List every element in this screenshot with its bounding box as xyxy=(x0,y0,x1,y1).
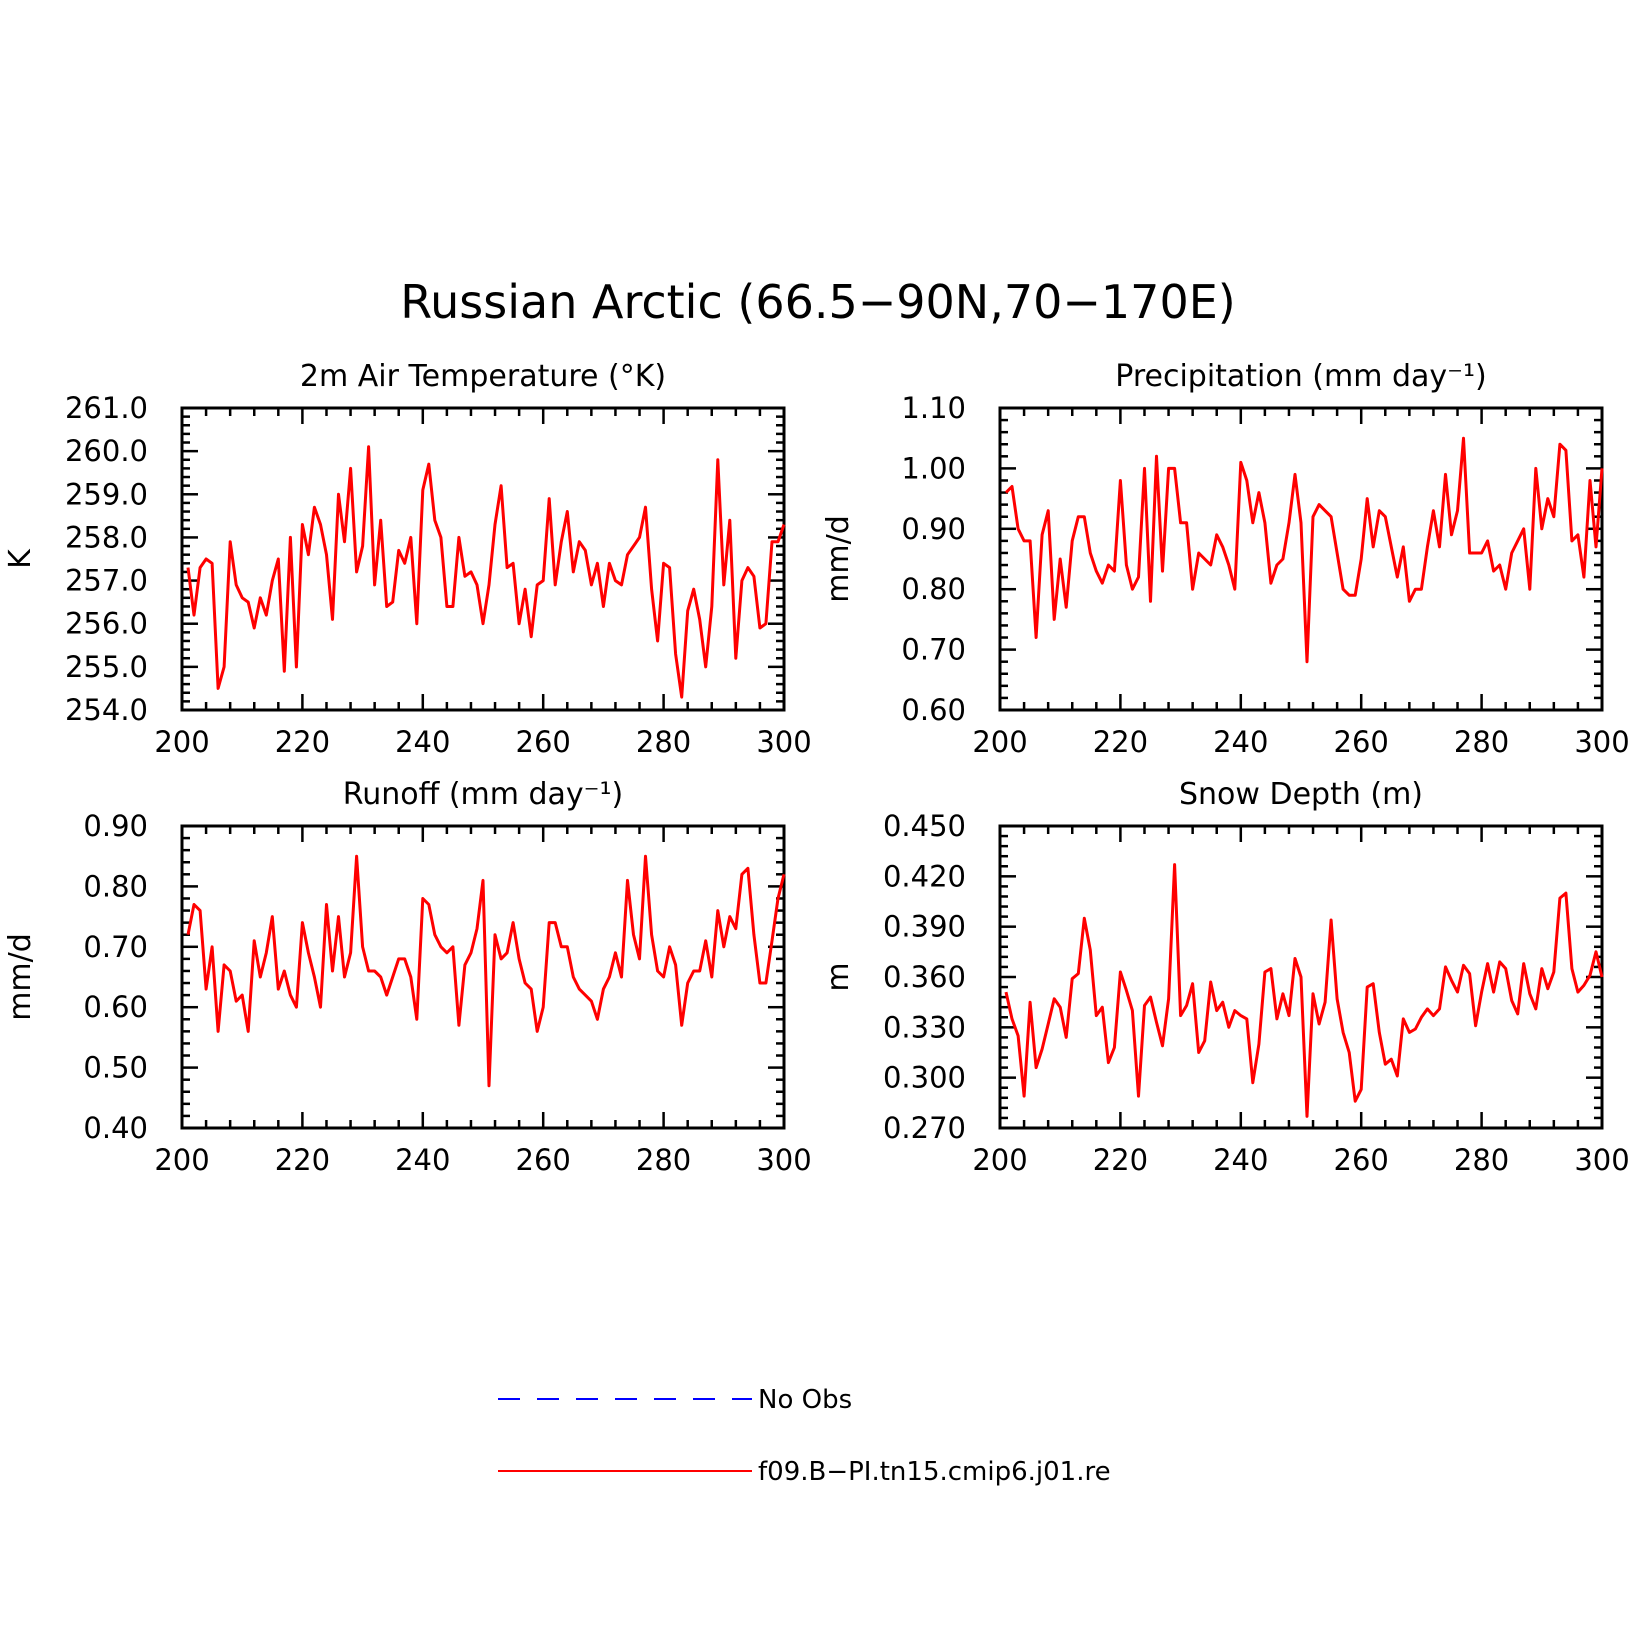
air-temp-ytick-label: 260.0 xyxy=(65,434,148,468)
precip-xtick-label: 240 xyxy=(1213,725,1268,759)
precip-series-line xyxy=(1004,436,1604,664)
precip-ytick-label: 0.90 xyxy=(901,512,966,546)
snow-depth-ytick-label: 0.300 xyxy=(883,1061,966,1095)
runoff-ytick-label: 0.60 xyxy=(83,990,148,1024)
runoff-ytick-label: 0.50 xyxy=(83,1051,148,1085)
air-temp-series-line xyxy=(186,445,786,699)
air-temp-ytick-label: 256.0 xyxy=(65,607,148,641)
legend-label-obs: No Obs xyxy=(758,1385,852,1415)
air-temp-xtick-label: 220 xyxy=(275,725,330,759)
panels: 2m Air Temperature (°K) K 200 220 240 260 280 3… xyxy=(3,359,1630,1177)
snow-depth-series-line xyxy=(1004,863,1604,1118)
precip-xtick-label: 200 xyxy=(972,725,1027,759)
figure-title: Russian Arctic (66.5−90N,70−170E) xyxy=(400,275,1235,329)
precip-xtick-label: 280 xyxy=(1454,725,1509,759)
runoff-xtick-label: 220 xyxy=(275,1143,330,1177)
panel-precip: Precipitation (mm day⁻¹) mm/d 200 220 240 260… xyxy=(821,359,1630,759)
precip-ytick-label: 0.70 xyxy=(901,633,966,667)
air-temp-plot-frame xyxy=(180,406,786,712)
air-temp-ytick-label: 254.0 xyxy=(65,693,148,727)
air-temp-xtick-label: 300 xyxy=(756,725,811,759)
air-temp-ytick-label: 255.0 xyxy=(65,650,148,684)
air-temp-ytick-label: 258.0 xyxy=(65,520,148,554)
precip-xtick-label: 260 xyxy=(1334,725,1389,759)
runoff-plot-frame xyxy=(180,824,786,1130)
precip-ytick-label: 0.60 xyxy=(901,693,966,727)
legend: No Obs f09.B−PI.tn15.cmip6.j01.re xyxy=(498,1385,1111,1487)
snow-depth-xtick-label: 240 xyxy=(1213,1143,1268,1177)
runoff-ytick-label: 0.90 xyxy=(83,809,148,843)
air-temp-title: 2m Air Temperature (°K) xyxy=(300,359,666,394)
runoff-series-line xyxy=(186,854,786,1088)
snow-depth-title: Snow Depth (m) xyxy=(1179,777,1423,812)
snow-depth-xtick-label: 300 xyxy=(1574,1143,1629,1177)
panel-snow-depth: Snow Depth (m) m 200 220 240 260 280 300 0.270 0.… xyxy=(821,777,1630,1177)
snow-depth-ytick-label: 0.270 xyxy=(883,1111,966,1145)
air-temp-ytick-label: 257.0 xyxy=(65,564,148,598)
snow-depth-ytick-label: 0.360 xyxy=(883,960,966,994)
runoff-ytick-label: 0.80 xyxy=(83,869,148,903)
precip-ytick-label: 0.80 xyxy=(901,572,966,606)
precip-ylabel: mm/d xyxy=(821,515,856,603)
runoff-xtick-label: 300 xyxy=(756,1143,811,1177)
air-temp-xtick-label: 280 xyxy=(636,725,691,759)
precip-plot-frame xyxy=(998,406,1604,712)
snow-depth-ytick-label: 0.330 xyxy=(883,1010,966,1044)
air-temp-xtick-label: 260 xyxy=(516,725,571,759)
runoff-xtick-label: 280 xyxy=(636,1143,691,1177)
runoff-ytick-label: 0.70 xyxy=(83,930,148,964)
snow-depth-xtick-label: 220 xyxy=(1093,1143,1148,1177)
runoff-ylabel: mm/d xyxy=(3,933,38,1021)
panel-air-temp: 2m Air Temperature (°K) K 200 220 240 260 280 3… xyxy=(3,359,812,759)
snow-depth-ytick-label: 0.390 xyxy=(883,910,966,944)
snow-depth-ytick-label: 0.450 xyxy=(883,809,966,843)
air-temp-xtick-label: 200 xyxy=(154,725,209,759)
runoff-ytick-label: 0.40 xyxy=(83,1111,148,1145)
snow-depth-xtick-label: 260 xyxy=(1334,1143,1389,1177)
air-temp-xtick-label: 240 xyxy=(395,725,450,759)
snow-depth-xtick-label: 200 xyxy=(972,1143,1027,1177)
precip-ytick-label: 1.10 xyxy=(901,391,966,425)
panel-runoff: Runoff (mm day⁻¹) mm/d 200 220 240 260 280 300 0… xyxy=(3,777,812,1177)
air-temp-ylabel: K xyxy=(3,548,38,569)
runoff-xtick-label: 240 xyxy=(395,1143,450,1177)
snow-depth-ylabel: m xyxy=(821,962,856,991)
runoff-xtick-label: 200 xyxy=(154,1143,209,1177)
runoff-title: Runoff (mm day⁻¹) xyxy=(343,777,624,812)
precip-xtick-label: 300 xyxy=(1574,725,1629,759)
legend-label-model: f09.B−PI.tn15.cmip6.j01.re xyxy=(758,1457,1111,1487)
snow-depth-xtick-label: 280 xyxy=(1454,1143,1509,1177)
air-temp-ytick-label: 261.0 xyxy=(65,391,148,425)
precip-title: Precipitation (mm day⁻¹) xyxy=(1115,359,1486,394)
runoff-xtick-label: 260 xyxy=(516,1143,571,1177)
air-temp-ytick-label: 259.0 xyxy=(65,477,148,511)
precip-ytick-label: 1.00 xyxy=(901,451,966,485)
precip-xtick-label: 220 xyxy=(1093,725,1148,759)
snow-depth-ytick-label: 0.420 xyxy=(883,859,966,893)
